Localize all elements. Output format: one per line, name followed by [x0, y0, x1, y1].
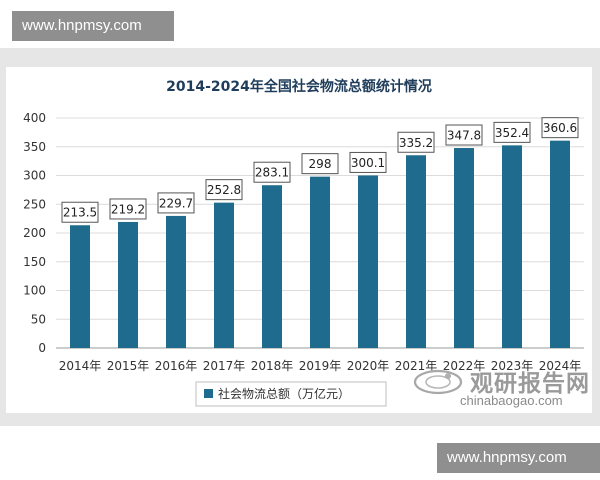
bar — [118, 221, 138, 348]
data-label-box — [253, 161, 291, 183]
bar — [310, 176, 330, 348]
x-tick-label: 2019年 — [299, 359, 342, 373]
x-tick-label: 2015年 — [107, 359, 150, 373]
x-tick-label: 2018年 — [251, 359, 294, 373]
data-label: 360.6 — [543, 121, 577, 135]
bar-chart: 2014-2024年全国社会物流总额统计情况 0 50 100 150 200 250 30… — [23, 78, 584, 407]
data-label-box — [61, 201, 99, 223]
brand-url: chinabaogao.com — [460, 393, 563, 408]
x-tick-label: 2022年 — [443, 359, 486, 373]
watermark-top: www.hnpmsy.com — [12, 11, 174, 41]
x-tick-label: 2021年 — [395, 359, 438, 373]
legend-swatch — [204, 389, 213, 398]
y-tick-label: 300 — [23, 169, 46, 183]
data-label-box — [301, 153, 339, 175]
x-tick-label: 2016年 — [155, 359, 198, 373]
data-label: 219.2 — [111, 202, 145, 216]
legend: 社会物流总额（万亿元） — [195, 381, 387, 407]
y-tick-label: 350 — [23, 140, 46, 154]
x-tick-label: 2020年 — [347, 359, 390, 373]
data-label-box — [157, 192, 195, 214]
legend-label: 社会物流总额（万亿元） — [218, 386, 350, 401]
data-label: 229.7 — [159, 196, 193, 210]
bar — [262, 185, 282, 348]
data-label: 283.1 — [255, 166, 289, 180]
brand-name: 观研报告网 — [470, 371, 590, 397]
legend-box — [195, 381, 387, 407]
bar — [70, 225, 90, 348]
y-tick-label: 50 — [31, 312, 46, 326]
brand-logo-icon — [413, 369, 463, 395]
y-axis-ticks: 0 50 100 150 200 250 300 350 400 — [23, 111, 46, 355]
bar — [166, 215, 186, 348]
data-label: 298 — [309, 157, 332, 171]
y-tick-label: 100 — [23, 284, 46, 298]
x-tick-label: 2014年 — [59, 359, 102, 373]
data-label-box — [205, 179, 243, 201]
bar — [502, 145, 522, 348]
bar — [454, 148, 474, 348]
bar — [406, 155, 426, 348]
data-label-box — [541, 117, 579, 139]
y-tick-label: 0 — [38, 341, 46, 355]
y-tick-label: 200 — [23, 226, 46, 240]
data-label: 300.1 — [351, 156, 385, 170]
y-tick-label: 400 — [23, 111, 46, 125]
brand-watermark: 观研报告网 chinabaogao.com — [412, 363, 592, 411]
bar — [358, 175, 378, 348]
data-label: 213.5 — [63, 206, 97, 220]
bar — [550, 140, 570, 348]
chart-title: 2014-2024年全国社会物流总额统计情况 — [166, 78, 432, 95]
data-label-box — [397, 131, 435, 153]
bars — [70, 140, 570, 348]
data-labels: 213.5 219.2 229.7 252.8 283.1 298 300.1 335.2 34… — [61, 117, 579, 223]
y-tick-label: 250 — [23, 197, 46, 211]
y-tick-label: 150 — [23, 255, 46, 269]
x-tick-label: 2023年 — [491, 359, 534, 373]
x-tick-label: 2017年 — [203, 359, 246, 373]
data-label-box — [349, 151, 387, 173]
data-label: 347.8 — [447, 129, 481, 143]
data-label-box — [493, 121, 531, 143]
watermark-bottom: www.hnpmsy.com — [437, 443, 600, 473]
data-label-box — [109, 198, 147, 220]
data-label-box — [445, 124, 483, 146]
x-axis-ticks: 2014年 2015年 2016年 2017年 2018年 2019年 2020年 2021年… — [59, 359, 582, 373]
bar — [214, 202, 234, 348]
data-label: 352.4 — [495, 126, 529, 140]
data-label: 335.2 — [399, 136, 433, 150]
x-tick-label: 2024年 — [539, 359, 582, 373]
data-label: 252.8 — [207, 183, 241, 197]
